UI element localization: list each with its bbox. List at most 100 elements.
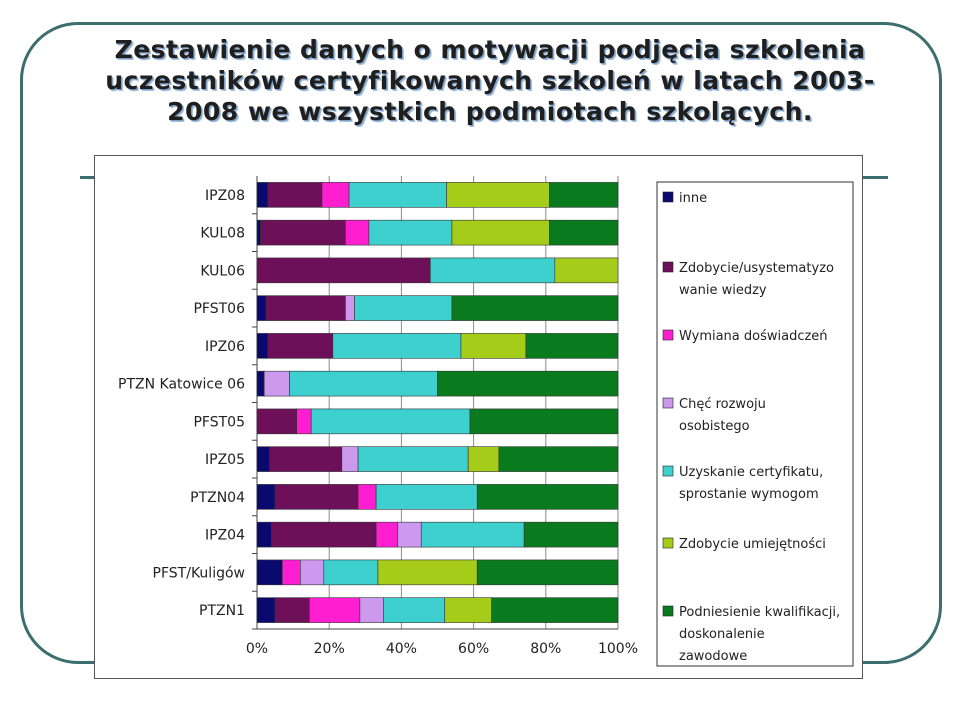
legend-label: osobistego xyxy=(679,419,750,434)
bar-segment xyxy=(256,597,276,623)
bar-segment xyxy=(460,333,527,359)
bar-segment xyxy=(375,521,399,548)
bar-segment xyxy=(359,597,384,623)
bar-segment xyxy=(444,597,492,623)
bar-segment xyxy=(281,559,301,586)
bar-segment xyxy=(274,484,359,510)
bar-segment xyxy=(354,295,453,321)
bar-segment xyxy=(256,559,283,586)
legend-label: wanie wiedzy xyxy=(679,283,767,298)
bar-segment xyxy=(525,333,619,359)
category-label: PTZN04 xyxy=(190,490,245,506)
bar-segment xyxy=(256,257,431,284)
legend-swatch xyxy=(662,537,674,549)
bar-segment xyxy=(368,219,453,246)
bar-segment xyxy=(420,521,525,548)
x-tick-label: 60% xyxy=(458,641,489,657)
bar-segment xyxy=(451,295,619,321)
bar-segment xyxy=(476,484,619,510)
legend-label: sprostanie wymogom xyxy=(679,487,819,502)
bar-segment xyxy=(256,333,269,359)
category-label: KUL08 xyxy=(200,226,245,242)
legend-label: Uzyskanie certyfikatu, xyxy=(679,465,823,480)
x-tick-label: 20% xyxy=(314,641,345,657)
bar-segment xyxy=(265,295,346,321)
legend-swatch xyxy=(662,397,674,409)
bar-segment xyxy=(274,597,310,623)
legend-label: doskonalenie xyxy=(679,627,765,642)
category-label: PTZN Katowice 06 xyxy=(118,377,245,393)
legend-label: Wymiana doświadczeń xyxy=(679,329,828,344)
bar-segment xyxy=(256,521,272,548)
category-label: KUL06 xyxy=(200,263,245,279)
x-tick-label: 40% xyxy=(386,641,417,657)
bar-segment xyxy=(267,182,323,208)
decorative-rule-left xyxy=(80,176,100,179)
x-tick-label: 100% xyxy=(598,641,638,657)
bar-segment xyxy=(348,182,447,208)
category-label: PTZN1 xyxy=(199,603,245,619)
x-tick-label: 80% xyxy=(530,641,561,657)
bar-segment xyxy=(323,559,379,586)
bar-segment xyxy=(256,370,265,397)
bar-segment xyxy=(375,484,478,510)
bar-segment xyxy=(383,597,446,623)
bar-segment xyxy=(429,257,556,284)
legend-label: inne xyxy=(679,191,707,206)
stacked-bar-chart: 0% 20% 40% 60% 80% 100% IPZ08 KUL08 KUL06 PFST06 I… xyxy=(118,176,854,667)
bar-segment xyxy=(357,484,377,510)
category-label: IPZ04 xyxy=(205,528,245,544)
bar-segment xyxy=(289,370,438,397)
title-line-3: 2008 we wszystkich podmiotach szkolących… xyxy=(167,97,813,126)
bar-segment xyxy=(260,219,346,246)
legend-label: Podniesienie kwalifikacji, xyxy=(679,605,840,620)
category-label: PFST/Kuligów xyxy=(153,565,245,581)
bar-segment xyxy=(256,484,276,510)
bar-segment xyxy=(549,182,619,208)
category-label: IPZ08 xyxy=(205,188,245,204)
chart-container: 0% 20% 40% 60% 80% 100% IPZ08 KUL08 KUL06 PFST06 I… xyxy=(94,155,863,679)
bar-segment xyxy=(256,446,270,472)
bar-segment xyxy=(300,559,325,586)
bar-segment xyxy=(341,446,359,472)
decorative-rule-right xyxy=(862,176,888,179)
title-line-2: uczestników certyfikowanych szkoleń w la… xyxy=(105,66,875,95)
x-tick-label: 0% xyxy=(246,641,268,657)
bar-segment xyxy=(263,370,290,397)
bar-segment xyxy=(498,446,619,472)
slide-title: Zestawienie danych o motywacji podjęcia … xyxy=(60,34,920,127)
bar-segment xyxy=(446,182,550,208)
bar-segment xyxy=(269,446,343,472)
bar-segment xyxy=(437,370,619,397)
legend-swatch xyxy=(662,191,674,203)
bar-segment xyxy=(469,408,619,435)
legend-swatch xyxy=(662,465,674,477)
bar-segment xyxy=(256,295,267,321)
bar-segment xyxy=(256,408,298,435)
legend-label: Chęć rozwoju xyxy=(679,397,766,412)
legend-swatch xyxy=(662,261,674,273)
category-label: IPZ05 xyxy=(205,452,245,468)
bar-segment xyxy=(256,219,261,246)
title-line-1: Zestawienie danych o motywacji podjęcia … xyxy=(114,35,866,64)
bar-segment xyxy=(345,295,355,321)
category-label: PFST05 xyxy=(193,414,245,430)
bar-segment xyxy=(332,333,462,359)
legend-label: Zdobycie/usystematyzo xyxy=(679,261,834,276)
bar-segment xyxy=(309,597,361,623)
bar-segment xyxy=(345,219,370,246)
bar-segment xyxy=(467,446,500,472)
bar-segment xyxy=(549,219,619,246)
bar-segment xyxy=(296,408,312,435)
bar-segment xyxy=(491,597,619,623)
bar-segment xyxy=(271,521,377,548)
legend-box xyxy=(656,181,854,667)
legend-swatch xyxy=(662,329,674,341)
category-label: IPZ06 xyxy=(205,339,245,355)
legend-label: zawodowe xyxy=(679,649,747,664)
bar-segment xyxy=(267,333,334,359)
bar-segment xyxy=(554,257,619,284)
bar-segment xyxy=(310,408,471,435)
bar-segment xyxy=(451,219,550,246)
bar-segment xyxy=(377,559,478,586)
